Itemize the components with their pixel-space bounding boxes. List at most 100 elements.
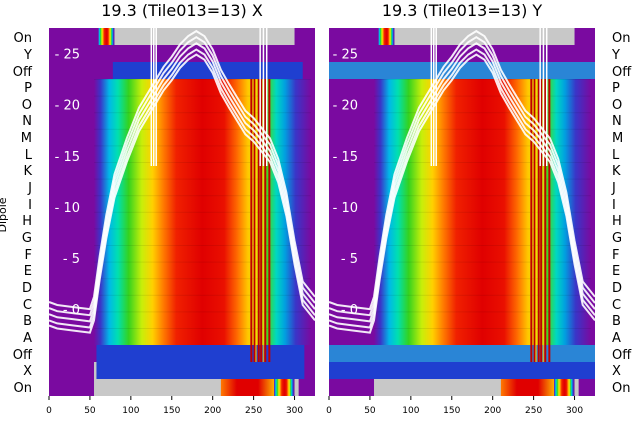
overlay-curve: [49, 29, 315, 311]
row-label: O: [22, 98, 32, 113]
band-on-top-left: [98, 28, 115, 45]
row-off-top: [112, 62, 303, 79]
y-tick-label: - 25: [55, 48, 80, 63]
row-divider: [374, 328, 591, 329]
x-tick-label: 100: [402, 406, 419, 416]
heatmap-right: - 0 - 5 - 10 - 15 - 20 - 25: [329, 28, 595, 396]
row-divider: [94, 328, 311, 329]
x-tick-label: 50: [84, 406, 96, 416]
overlay-curve: [49, 53, 315, 334]
row-divider: [94, 311, 311, 313]
y-tick-label: - 10: [333, 201, 358, 216]
y-tick-label: - 15: [55, 150, 80, 165]
row-label: H: [22, 214, 32, 229]
spike-line: [260, 79, 263, 362]
x-tick-label: 300: [286, 406, 303, 416]
spike-line: [530, 79, 533, 362]
spike-line: [542, 79, 545, 362]
x-tick-label: 200: [484, 406, 501, 416]
row-label: N: [612, 114, 622, 129]
row-label: A: [23, 331, 32, 346]
y-tick-label: - 5: [63, 252, 80, 267]
spike-line: [544, 79, 547, 362]
row-divider: [374, 261, 591, 263]
row-divider: [374, 145, 591, 147]
row-divider: [94, 211, 311, 213]
row-label: B: [23, 314, 32, 329]
x-tick-label: 100: [122, 406, 139, 416]
x-tick-label: 0: [326, 406, 332, 416]
x-tick-label: 150: [163, 406, 180, 416]
y-tick-label: - 0: [341, 303, 358, 318]
row-label: D: [22, 281, 32, 296]
overlay-curve: [329, 53, 595, 334]
row-label: H: [612, 214, 622, 229]
row-divider: [374, 211, 591, 213]
row-divider: [374, 245, 591, 246]
row-label: X: [23, 364, 32, 379]
row-divider: [374, 95, 591, 97]
row-label: G: [22, 231, 32, 246]
row-off-top: [329, 62, 595, 79]
spike-line: [268, 79, 271, 362]
x-tick-label: 50: [364, 406, 376, 416]
row-label: I: [28, 198, 32, 213]
row-divider: [94, 162, 311, 163]
row-label: G: [612, 231, 622, 246]
row-label: F: [25, 248, 32, 263]
overlay-curve: [329, 29, 595, 311]
x-tick-label: 150: [443, 406, 460, 416]
row-label: On: [612, 381, 630, 396]
row-label: X: [612, 364, 621, 379]
y-tick-label: - 20: [55, 99, 80, 114]
row-divider: [94, 145, 311, 147]
row-label: Y: [611, 48, 620, 63]
row-label: On: [14, 381, 32, 396]
row-divider: [374, 195, 591, 197]
spike-line: [537, 79, 540, 362]
row-label: Off: [13, 348, 33, 363]
spike-line: [548, 79, 551, 362]
x-tick-label: 0: [46, 406, 52, 416]
row-label: M: [612, 131, 623, 146]
row-label: Y: [23, 48, 32, 63]
spike-line: [540, 79, 543, 362]
row-divider: [374, 278, 591, 280]
spike-line: [533, 79, 536, 362]
spike-line: [535, 79, 537, 362]
row-label: F: [612, 248, 619, 263]
row-divider: [374, 311, 591, 313]
row-label: Off: [612, 65, 632, 80]
y-axis-label: Dipole: [0, 197, 9, 232]
row-divider: [94, 228, 311, 230]
heatmap-left: - 0 - 5 - 10 - 15 - 20 - 25: [49, 28, 315, 396]
x-tick-label: 200: [204, 406, 221, 416]
row-off-bottom: [329, 345, 595, 362]
row-label: K: [612, 164, 621, 179]
spectrum-band: [94, 79, 311, 345]
row-label: P: [24, 81, 32, 96]
row-label: Off: [13, 65, 33, 80]
y-tick-label: - 15: [333, 150, 358, 165]
spectrum-band: [374, 79, 591, 345]
row-label: B: [612, 314, 621, 329]
x-tick-label: 250: [245, 406, 262, 416]
chart-title-left: 19.3 (Tile013=13) X: [101, 1, 263, 20]
row-label: I: [612, 198, 616, 213]
row-label: N: [22, 114, 32, 129]
row-label: A: [612, 331, 621, 346]
row-divider: [374, 228, 591, 230]
row-label: J: [27, 181, 32, 196]
row-divider: [94, 261, 311, 263]
row-label: E: [24, 264, 32, 279]
row-divider: [94, 178, 311, 180]
row-label: O: [612, 98, 622, 113]
x-tick-label: 250: [525, 406, 542, 416]
y-tick-label: - 25: [333, 48, 358, 63]
row-divider: [94, 128, 311, 130]
row-label: P: [612, 81, 620, 96]
y-tick-label: - 10: [55, 201, 80, 216]
spike-line: [255, 79, 257, 362]
row-label: E: [612, 264, 620, 279]
